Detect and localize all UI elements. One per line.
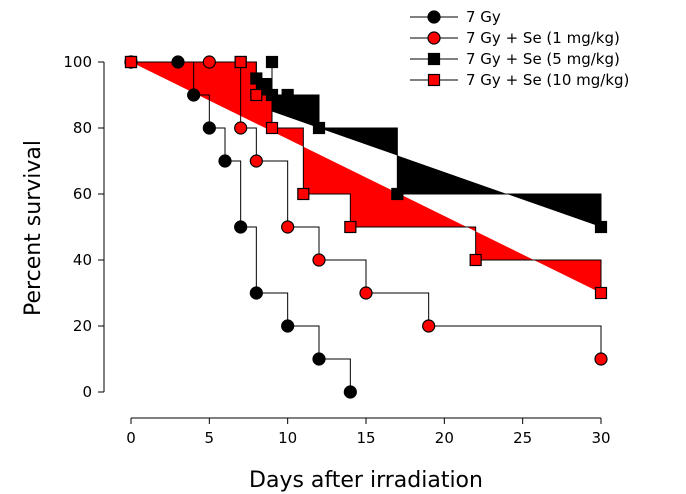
axes: 0 5 10 15 20 25 30 0 20 40 60 80 100: [63, 53, 610, 447]
point-7-gy-se-10-mg-kg: [469, 253, 482, 267]
legend-label: 7 Gy: [466, 8, 501, 26]
point-7-gy-se-10-mg-kg: [344, 220, 357, 234]
y-tick-label: 0: [82, 383, 92, 401]
point-7-gy: [187, 88, 201, 102]
line-7-gy-se-1-mg-kg: [131, 61, 602, 359]
point-7-gy: [312, 352, 326, 366]
point-7-gy-se-1-mg-kg: [281, 220, 295, 234]
x-tick-label: 30: [591, 429, 610, 447]
point-7-gy-se-5-mg-kg: [391, 187, 404, 201]
series-lines: [131, 61, 602, 392]
point-7-gy-se-1-mg-kg: [249, 154, 263, 168]
point-7-gy-se-5-mg-kg: [250, 72, 263, 85]
point-7-gy: [234, 220, 248, 234]
point-7-gy-se-5-mg-kg: [265, 88, 279, 102]
point-7-gy: [202, 121, 216, 135]
y-tick-label: 20: [73, 317, 92, 335]
point-7-gy-se-5-mg-kg: [265, 55, 279, 69]
point-7-gy: [343, 385, 357, 399]
point-7-gy-se-1-mg-kg: [594, 352, 608, 366]
point-7-gy-se-1-mg-kg: [312, 253, 326, 267]
legend-marker: [427, 73, 441, 87]
series-markers: [124, 55, 608, 399]
x-tick-label: 20: [435, 429, 454, 447]
point-7-gy-se-1-mg-kg: [359, 286, 373, 300]
point-7-gy-se-5-mg-kg: [594, 220, 608, 234]
legend-marker: [427, 52, 441, 66]
legend-marker: [427, 31, 441, 45]
x-tick-label: 5: [205, 429, 215, 447]
y-tick-label: 100: [63, 53, 92, 71]
legend-label: 7 Gy + Se (1 mg/kg): [466, 29, 620, 47]
point-7-gy-se-1-mg-kg: [422, 319, 436, 333]
y-axis-title: Percent survival: [21, 140, 46, 316]
y-tick-label: 40: [73, 251, 92, 269]
point-7-gy-se-1-mg-kg: [234, 121, 248, 135]
legend: 7 Gy 7 Gy + Se (1 mg/kg) 7 Gy + Se (5 mg/k…: [410, 8, 629, 89]
x-tick-label: 15: [356, 429, 375, 447]
point-7-gy-se-10-mg-kg: [265, 121, 279, 135]
point-7-gy-se-1-mg-kg: [202, 55, 216, 69]
point-7-gy-se-10-mg-kg: [124, 55, 138, 69]
legend-marker: [427, 10, 441, 24]
point-7-gy-se-10-mg-kg: [250, 88, 263, 102]
point-7-gy-se-10-mg-kg: [297, 187, 310, 201]
point-7-gy-se-5-mg-kg: [312, 121, 326, 135]
point-7-gy: [281, 319, 295, 333]
confidence-fills: [131, 62, 601, 293]
point-7-gy-se-10-mg-kg: [594, 286, 608, 300]
x-tick-label: 0: [126, 429, 136, 447]
point-7-gy-se-5-mg-kg: [281, 88, 294, 102]
y-tick-label: 60: [73, 185, 92, 203]
x-tick-label: 10: [278, 429, 297, 447]
point-7-gy: [171, 55, 185, 69]
y-tick-label: 80: [73, 119, 92, 137]
x-axis-title: Days after irradiation: [249, 468, 483, 493]
legend-label: 7 Gy + Se (5 mg/kg): [466, 50, 620, 68]
point-7-gy: [249, 286, 263, 300]
point-7-gy-se-10-mg-kg: [234, 55, 247, 69]
point-7-gy: [218, 154, 232, 168]
legend-label: 7 Gy + Se (10 mg/kg): [466, 71, 629, 89]
fill-7-gy-se-10-mg-kg: [131, 62, 601, 293]
x-tick-label: 25: [513, 429, 532, 447]
